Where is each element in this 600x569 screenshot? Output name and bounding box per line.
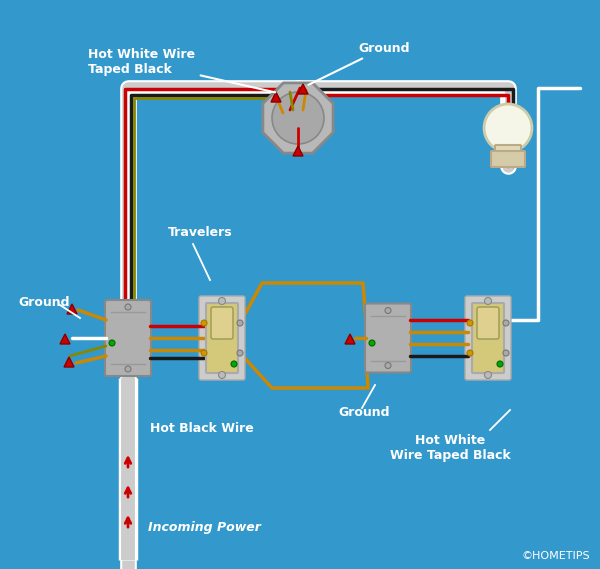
FancyBboxPatch shape xyxy=(477,307,499,339)
Text: Ground: Ground xyxy=(308,42,409,85)
FancyBboxPatch shape xyxy=(491,151,525,167)
Circle shape xyxy=(125,304,131,310)
Circle shape xyxy=(218,298,226,304)
Circle shape xyxy=(485,372,491,378)
Polygon shape xyxy=(271,92,281,102)
FancyBboxPatch shape xyxy=(365,303,411,373)
Circle shape xyxy=(201,320,207,326)
Circle shape xyxy=(272,92,324,144)
Circle shape xyxy=(503,350,509,356)
Text: Hot White
Wire Taped Black: Hot White Wire Taped Black xyxy=(389,434,511,462)
Circle shape xyxy=(218,372,226,378)
Circle shape xyxy=(485,298,491,304)
Polygon shape xyxy=(64,357,74,367)
FancyBboxPatch shape xyxy=(199,296,245,380)
Circle shape xyxy=(503,320,509,326)
Circle shape xyxy=(467,320,473,326)
Circle shape xyxy=(231,361,237,367)
FancyBboxPatch shape xyxy=(211,307,233,339)
Circle shape xyxy=(201,350,207,356)
Text: Hot White Wire
Taped Black: Hot White Wire Taped Black xyxy=(88,48,275,92)
Polygon shape xyxy=(67,304,77,314)
Text: Ground: Ground xyxy=(338,406,389,419)
Text: Ground: Ground xyxy=(18,295,70,308)
Text: Travelers: Travelers xyxy=(168,225,233,238)
Circle shape xyxy=(109,340,115,346)
Circle shape xyxy=(369,340,375,346)
Polygon shape xyxy=(345,334,355,344)
FancyBboxPatch shape xyxy=(495,145,521,157)
Polygon shape xyxy=(263,83,333,153)
Circle shape xyxy=(497,361,503,367)
Polygon shape xyxy=(298,84,308,94)
Circle shape xyxy=(467,350,473,356)
Text: ©HOMETIPS: ©HOMETIPS xyxy=(521,551,590,561)
Circle shape xyxy=(385,307,391,314)
Text: Hot Black Wire: Hot Black Wire xyxy=(150,422,254,435)
Circle shape xyxy=(385,362,391,369)
Polygon shape xyxy=(60,334,70,344)
Text: Incoming Power: Incoming Power xyxy=(148,522,261,534)
Circle shape xyxy=(237,320,243,326)
FancyBboxPatch shape xyxy=(472,303,504,373)
Circle shape xyxy=(484,104,532,152)
Circle shape xyxy=(237,350,243,356)
FancyBboxPatch shape xyxy=(465,296,511,380)
FancyBboxPatch shape xyxy=(105,300,151,376)
Polygon shape xyxy=(293,146,303,156)
FancyBboxPatch shape xyxy=(206,303,238,373)
Circle shape xyxy=(125,366,131,372)
